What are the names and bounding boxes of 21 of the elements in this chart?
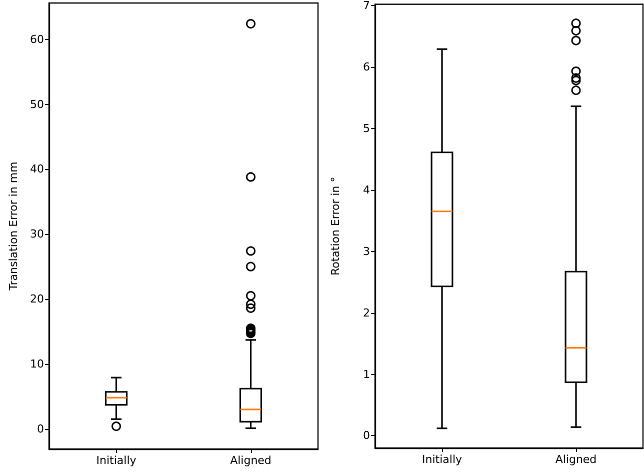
y-tick-label: 3 xyxy=(363,244,370,258)
y-axis-title: Rotation Error in ° xyxy=(329,176,342,276)
y-tick-label: 4 xyxy=(363,183,370,196)
y-tick-label: 5 xyxy=(363,122,370,135)
x-tick-label: Aligned xyxy=(230,454,272,467)
y-tick-label: 2 xyxy=(363,306,370,320)
x-tick-label: Aligned xyxy=(555,453,597,466)
y-tick-label: 0 xyxy=(363,429,370,442)
y-tick-label: 10 xyxy=(30,357,44,370)
y-tick-label: 1 xyxy=(363,368,370,381)
y-tick-label: 40 xyxy=(30,162,44,176)
x-tick-label: Initially xyxy=(96,454,137,467)
y-tick-label: 50 xyxy=(30,98,44,111)
y-tick-label: 7 xyxy=(363,0,370,12)
y-tick-label: 0 xyxy=(37,422,44,436)
y-tick-label: 6 xyxy=(363,60,370,74)
x-tick-label: Initially xyxy=(422,453,462,466)
y-axis-title: Translation Error in mm xyxy=(7,162,20,292)
y-tick-label: 30 xyxy=(30,228,44,241)
y-tick-label: 20 xyxy=(30,292,44,306)
y-tick-label: 60 xyxy=(30,32,44,46)
